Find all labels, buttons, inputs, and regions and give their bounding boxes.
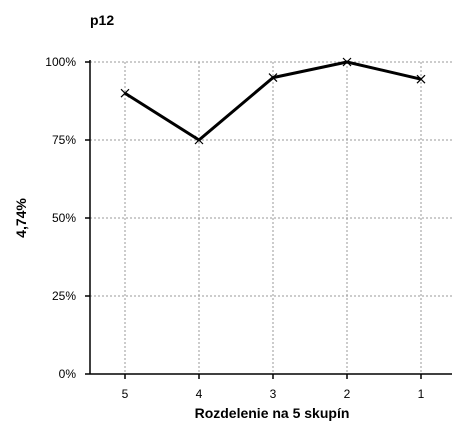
marker-stroke — [416, 74, 426, 84]
y-tick-label: 75% — [52, 133, 76, 147]
chart-title: p12 — [90, 12, 114, 28]
data-point-marker — [194, 135, 204, 145]
series-layer — [120, 57, 426, 145]
data-point-marker — [120, 88, 130, 98]
y-axis-label: 4,74% — [13, 198, 29, 238]
grid-layer — [90, 61, 452, 374]
marker-stroke — [194, 135, 204, 145]
y-tick-label: 100% — [45, 55, 76, 69]
x-tick-label: 1 — [418, 387, 425, 401]
y-tick-label: 0% — [59, 367, 77, 381]
x-axis-label: Rozdelenie na 5 skupín — [195, 405, 350, 421]
data-point-marker — [268, 73, 278, 83]
axis-layer: 0% 25% 50% 75% 100% 5 4 3 2 1 — [45, 55, 452, 401]
x-tick-label: 3 — [270, 387, 277, 401]
marker-stroke — [342, 57, 352, 67]
y-tick-label: 50% — [52, 211, 76, 225]
x-tick-label: 4 — [196, 387, 203, 401]
data-point-marker — [342, 57, 352, 67]
marker-stroke — [120, 88, 130, 98]
x-tick-label: 2 — [344, 387, 351, 401]
x-tick-label: 5 — [122, 387, 129, 401]
y-tick-label: 25% — [52, 289, 76, 303]
series-line — [124, 60, 422, 142]
data-point-marker — [416, 74, 426, 84]
marker-stroke — [268, 73, 278, 83]
